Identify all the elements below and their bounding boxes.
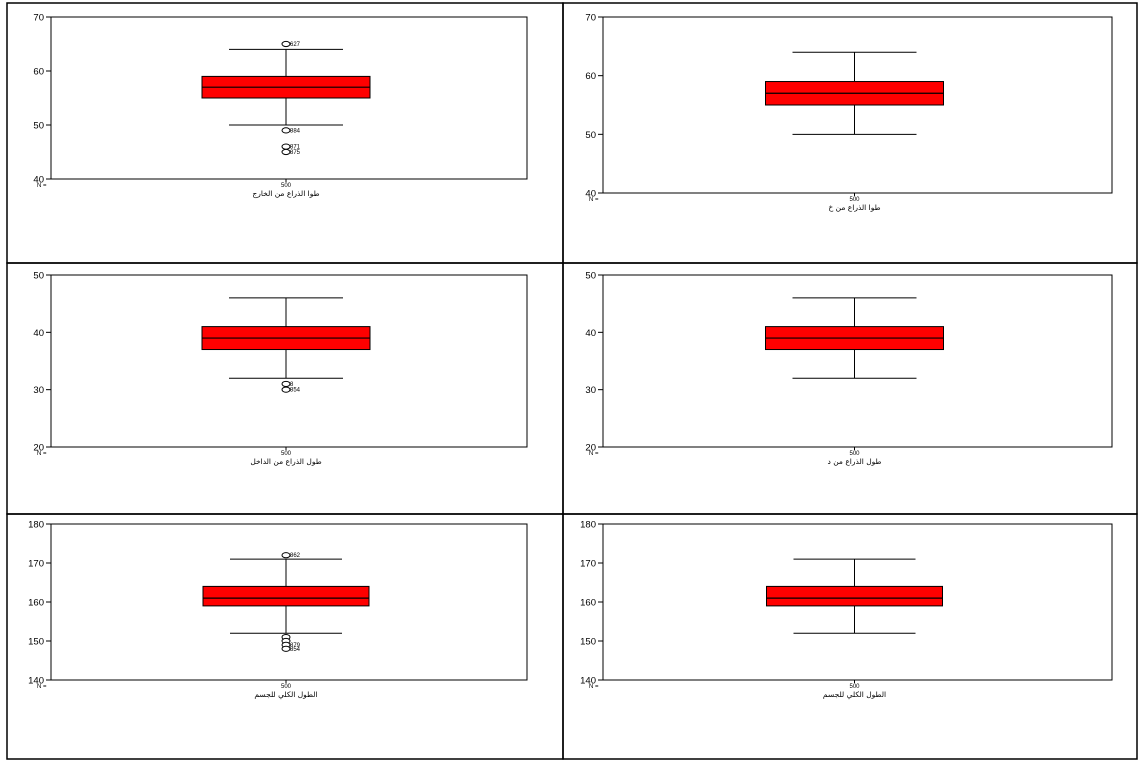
x-axis-label: الطول الكلي للجسم bbox=[254, 690, 317, 699]
outlier-label: 884 bbox=[290, 128, 301, 134]
n-count: 500 bbox=[849, 684, 860, 690]
y-tick-label: 30 bbox=[33, 385, 44, 396]
outlier-marker bbox=[281, 127, 291, 134]
y-tick-label: 140 bbox=[580, 676, 596, 687]
iqr-box bbox=[766, 585, 943, 607]
outlier-marker bbox=[281, 552, 291, 559]
outlier-label: 862 bbox=[290, 553, 301, 559]
x-axis-label: طوا الذراع من خ bbox=[828, 203, 880, 212]
outlier-label: 879 bbox=[290, 643, 301, 649]
y-tick-label: 50 bbox=[33, 121, 44, 132]
y-tick-label: 60 bbox=[33, 67, 44, 78]
outlier-label: 854 bbox=[290, 388, 301, 394]
n-prefix: N = bbox=[589, 197, 599, 203]
x-axis-label: طوا الذراع من الخارج bbox=[252, 189, 319, 198]
outlier-label: 854 bbox=[290, 647, 301, 653]
outlier-marker bbox=[281, 645, 291, 652]
y-tick-label: 70 bbox=[33, 13, 44, 24]
plot-frame bbox=[50, 274, 528, 448]
y-tick-label: 40 bbox=[33, 175, 44, 186]
y-tick-label: 50 bbox=[33, 271, 44, 282]
outlier-label: 871 bbox=[290, 145, 301, 151]
y-tick-label: 170 bbox=[28, 559, 44, 570]
outlier-label: 8 bbox=[290, 382, 294, 388]
x-axis-label: طول الذراع من الداخل bbox=[250, 457, 321, 466]
y-tick-label: 70 bbox=[585, 13, 596, 24]
n-prefix: N = bbox=[37, 183, 47, 189]
n-prefix: N = bbox=[37, 684, 47, 690]
y-tick-label: 150 bbox=[28, 637, 44, 648]
outlier-label: 875 bbox=[290, 150, 301, 156]
n-count: 500 bbox=[849, 197, 860, 203]
n-count: 500 bbox=[281, 451, 292, 457]
x-axis-label: الطول الكلي للجسم bbox=[823, 690, 886, 699]
outlier-label: 627 bbox=[290, 42, 301, 48]
y-tick-label: 150 bbox=[580, 637, 596, 648]
panel-borders bbox=[6, 2, 1138, 760]
y-tick-label: 40 bbox=[585, 189, 596, 200]
n-prefix: N = bbox=[589, 451, 599, 457]
plot-frame bbox=[602, 274, 1113, 448]
y-tick-label: 50 bbox=[585, 271, 596, 282]
y-tick-label: 20 bbox=[585, 443, 596, 454]
y-tick-label: 30 bbox=[585, 385, 596, 396]
y-tick-label: 180 bbox=[580, 520, 596, 531]
y-tick-label: 160 bbox=[28, 598, 44, 609]
y-tick-label: 170 bbox=[580, 559, 596, 570]
y-tick-label: 180 bbox=[28, 520, 44, 531]
y-tick-label: 40 bbox=[33, 328, 44, 339]
n-count: 500 bbox=[849, 451, 860, 457]
y-tick-label: 140 bbox=[28, 676, 44, 687]
panel-cell-border bbox=[562, 513, 1138, 760]
outlier-marker bbox=[281, 143, 291, 150]
outlier-marker bbox=[281, 148, 291, 156]
y-tick-label: 20 bbox=[33, 443, 44, 454]
outlier-marker bbox=[281, 386, 291, 393]
y-tick-label: 160 bbox=[580, 598, 596, 609]
x-axis-label: طول الذراع من د bbox=[828, 457, 882, 466]
outlier-marker bbox=[281, 40, 291, 48]
outlier-marker bbox=[281, 380, 291, 388]
n-prefix: N = bbox=[37, 451, 47, 457]
n-count: 500 bbox=[281, 684, 292, 690]
y-tick-label: 40 bbox=[585, 328, 596, 339]
n-prefix: N = bbox=[589, 684, 599, 690]
y-tick-label: 50 bbox=[585, 130, 596, 141]
n-count: 500 bbox=[281, 183, 292, 189]
iqr-box bbox=[202, 585, 370, 607]
y-tick-label: 60 bbox=[585, 71, 596, 82]
